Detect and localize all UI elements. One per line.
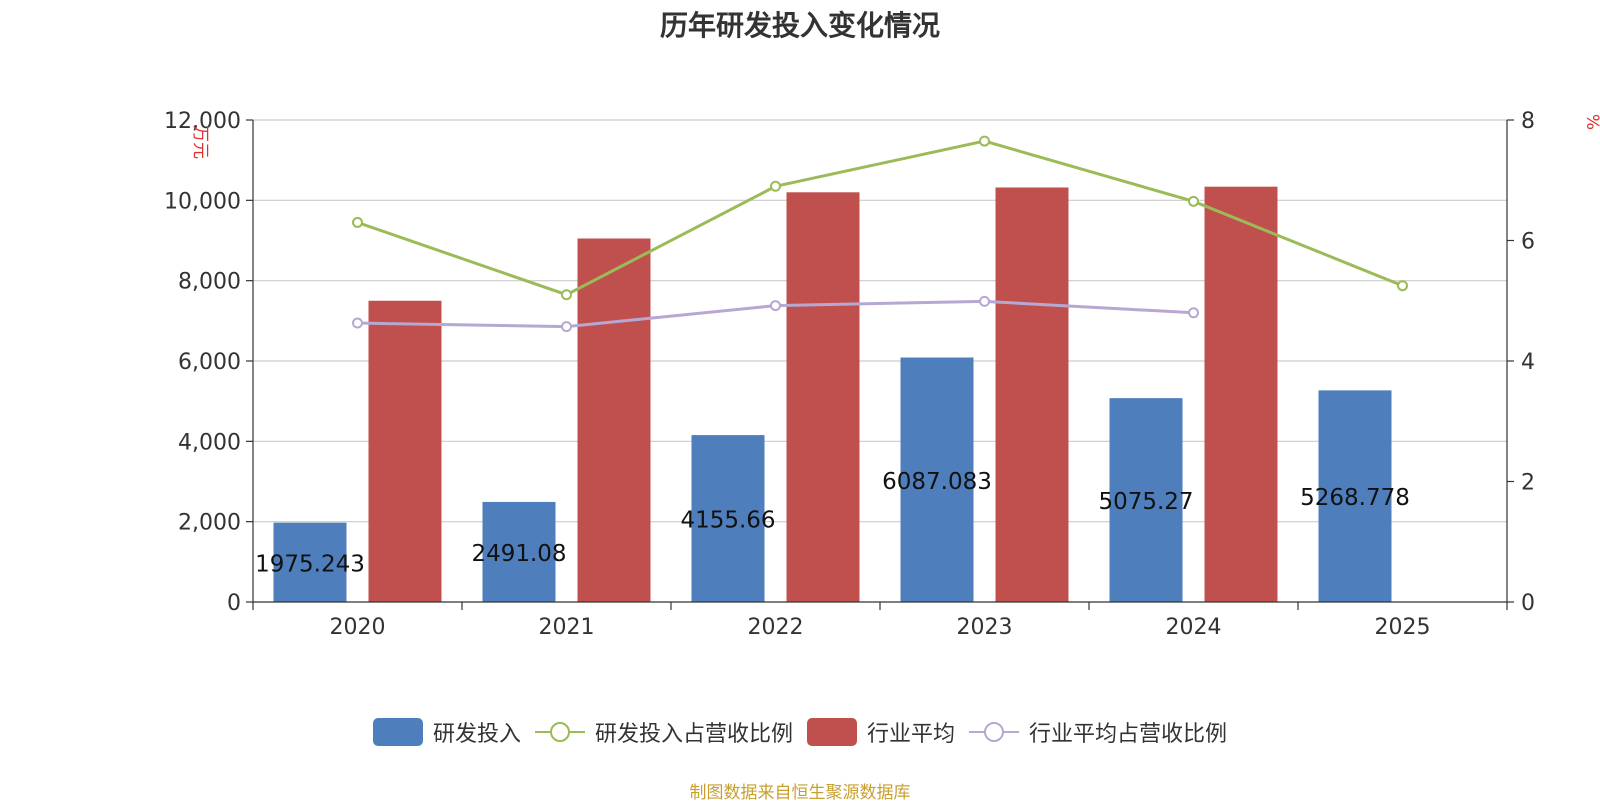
- left-tick-label: 4,000: [178, 430, 241, 455]
- bars-layer: [273, 186, 1392, 603]
- bar-0-2020: [273, 522, 347, 602]
- data-label: 4155.66: [680, 508, 775, 534]
- x-tick-label: 2020: [330, 615, 386, 640]
- x-tick-label: 2021: [539, 615, 595, 640]
- legend-label-rd: 研发投入: [432, 722, 521, 747]
- left-axis-unit: 万元: [190, 125, 210, 159]
- data-label: 2491.08: [471, 541, 566, 567]
- legend-item-rd-ratio[interactable]: 研发投入占营收比例: [534, 716, 793, 748]
- right-tick-label: 4: [1521, 350, 1535, 375]
- line-0: [357, 139, 1404, 297]
- legend-swatch-rd-ratio: [534, 722, 585, 742]
- legend-swatch-industry: [807, 718, 857, 746]
- chart-title: 历年研发投入变化情况: [659, 9, 940, 42]
- x-tick-label: 2024: [1166, 615, 1222, 640]
- source-note: 制图数据来自恒生聚源数据库: [689, 783, 911, 803]
- line-point-0: [561, 289, 572, 301]
- legend-item-rd[interactable]: 研发投入: [372, 716, 521, 748]
- left-tick-label: 10,000: [164, 189, 241, 214]
- x-tick-label: 2025: [1375, 615, 1431, 640]
- x-tick-label: 2023: [957, 615, 1013, 640]
- data-label: 6087.083: [882, 469, 992, 495]
- right-tick-label: 0: [1521, 591, 1535, 616]
- left-tick-label: 8,000: [178, 270, 241, 295]
- bar-0-2021: [482, 501, 556, 602]
- axes-layer: 0 2,000 4,000 6,000 8,000 10,000 12,000 0 2 4 6 8 万元…: [164, 109, 1600, 640]
- legend-swatch-industry-ratio: [969, 722, 1020, 742]
- bar-0-2023: [900, 357, 974, 602]
- legend-item-industry-ratio[interactable]: 行业平均占营收比例: [969, 716, 1227, 748]
- left-tick-label: 0: [227, 591, 241, 616]
- line-point-0: [1397, 280, 1408, 292]
- left-tick-label: 2,000: [178, 511, 241, 536]
- line-point-0: [979, 135, 990, 147]
- legend-label-industry-ratio: 行业平均占营收比例: [1029, 722, 1228, 747]
- grid-lines: [253, 119, 1507, 523]
- legend-swatch-rd: [372, 718, 423, 746]
- line-point-1: [352, 317, 363, 329]
- right-tick-label: 2: [1521, 471, 1535, 496]
- bar-1-2020: [368, 300, 442, 602]
- line-point-1: [561, 321, 572, 333]
- x-tick-label: 2022: [748, 615, 804, 640]
- right-axis-unit: %: [1582, 114, 1600, 130]
- left-tick-label: 12,000: [164, 109, 241, 134]
- legend-label-industry: 行业平均: [867, 722, 956, 747]
- bar-1-2021: [577, 238, 651, 602]
- right-tick-label: 6: [1521, 230, 1535, 255]
- legend-item-industry[interactable]: 行业平均: [807, 716, 955, 748]
- bar-0-2024: [1109, 398, 1183, 602]
- line-point-0: [1188, 195, 1199, 207]
- bar-0-2025: [1318, 390, 1392, 602]
- data-label: 5268.778: [1300, 485, 1410, 511]
- lines-layer: [352, 135, 1408, 333]
- data-label: 1975.243: [255, 551, 365, 577]
- bar-1-2022: [786, 192, 860, 603]
- bar-1-2024: [1204, 186, 1278, 602]
- data-labels-layer: 1975.243 2491.08 4155.66 6087.083 5075.27 526…: [255, 469, 1410, 578]
- legend: 研发投入 研发投入占营收比例 行业平均 行业平均占营收比例: [0, 716, 1600, 748]
- line-point-1: [770, 300, 781, 312]
- line-point-1: [1188, 307, 1199, 319]
- bar-1-2023: [995, 187, 1069, 603]
- bar-0-2022: [691, 435, 765, 602]
- right-tick-label: 8: [1521, 109, 1535, 134]
- line-point-0: [352, 216, 363, 228]
- left-tick-label: 6,000: [178, 350, 241, 375]
- line-point-1: [979, 295, 990, 307]
- data-label: 5075.27: [1098, 489, 1193, 515]
- line-point-0: [770, 180, 781, 192]
- legend-label-rd-ratio: 研发投入占营收比例: [594, 722, 793, 747]
